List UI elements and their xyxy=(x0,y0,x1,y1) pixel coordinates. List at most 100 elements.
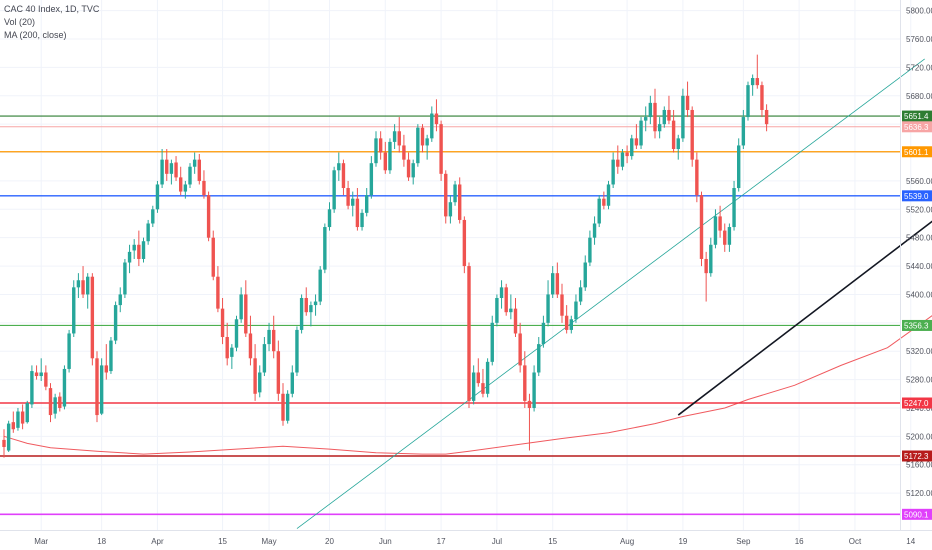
candle[interactable] xyxy=(564,305,569,334)
candle[interactable] xyxy=(657,117,662,139)
candle[interactable] xyxy=(262,337,267,377)
candle[interactable] xyxy=(253,344,257,401)
candle[interactable] xyxy=(737,138,741,192)
candle[interactable] xyxy=(727,223,732,252)
candle[interactable] xyxy=(25,400,29,424)
candle[interactable] xyxy=(620,148,625,171)
candle[interactable] xyxy=(323,223,327,274)
candle[interactable] xyxy=(509,294,513,320)
candle[interactable] xyxy=(732,180,736,231)
candle[interactable] xyxy=(718,205,722,238)
candle[interactable] xyxy=(388,138,392,174)
candle[interactable] xyxy=(639,117,643,149)
candle[interactable] xyxy=(160,148,164,189)
candle[interactable] xyxy=(192,152,197,174)
candle[interactable] xyxy=(202,170,206,199)
candle[interactable] xyxy=(634,124,639,149)
candle[interactable] xyxy=(755,54,759,89)
candle[interactable] xyxy=(690,106,694,167)
candle[interactable] xyxy=(179,166,183,196)
candle[interactable] xyxy=(434,99,439,132)
candle[interactable] xyxy=(597,195,601,228)
candle[interactable] xyxy=(430,106,434,142)
candle[interactable] xyxy=(113,301,118,345)
candle[interactable] xyxy=(290,365,294,398)
candle[interactable] xyxy=(444,170,448,224)
candle[interactable] xyxy=(685,81,690,118)
candle[interactable] xyxy=(369,156,374,199)
candle[interactable] xyxy=(332,166,336,213)
candle[interactable] xyxy=(606,180,611,210)
candle[interactable] xyxy=(518,322,522,373)
candle[interactable] xyxy=(225,322,229,366)
candle[interactable] xyxy=(699,191,704,267)
candle[interactable] xyxy=(471,365,476,405)
candle[interactable] xyxy=(713,209,718,249)
candle[interactable] xyxy=(616,145,620,174)
candle[interactable] xyxy=(137,230,141,267)
candle[interactable] xyxy=(741,109,746,149)
candle[interactable] xyxy=(709,237,713,277)
candle[interactable] xyxy=(485,358,490,398)
candle[interactable] xyxy=(499,280,504,309)
candle[interactable] xyxy=(476,358,480,387)
candle[interactable] xyxy=(81,266,85,298)
candle[interactable] xyxy=(541,315,546,348)
candle[interactable] xyxy=(355,188,360,231)
candle[interactable] xyxy=(532,365,536,412)
candle[interactable] xyxy=(295,326,299,377)
candle[interactable] xyxy=(53,393,57,419)
candle[interactable] xyxy=(504,283,508,316)
candle[interactable] xyxy=(383,141,387,174)
candle[interactable] xyxy=(602,191,606,210)
candle[interactable] xyxy=(234,315,239,352)
candle[interactable] xyxy=(39,358,43,382)
candle[interactable] xyxy=(109,337,113,374)
candle[interactable] xyxy=(583,255,587,291)
candle[interactable] xyxy=(723,223,727,252)
candle[interactable] xyxy=(592,216,597,245)
candle[interactable] xyxy=(750,74,755,96)
candle[interactable] xyxy=(695,152,699,203)
candle[interactable] xyxy=(239,287,243,323)
candle[interactable] xyxy=(220,297,225,345)
candle[interactable] xyxy=(625,145,629,164)
candle[interactable] xyxy=(90,273,95,366)
candle[interactable] xyxy=(653,88,657,139)
candle[interactable] xyxy=(86,273,90,309)
candle[interactable] xyxy=(537,337,541,377)
candle[interactable] xyxy=(304,287,308,316)
candle[interactable] xyxy=(365,188,369,217)
candle[interactable] xyxy=(327,202,332,231)
candle[interactable] xyxy=(425,134,429,160)
candle[interactable] xyxy=(206,191,211,242)
candle[interactable] xyxy=(244,280,248,338)
candle[interactable] xyxy=(546,280,550,327)
candle[interactable] xyxy=(351,191,355,217)
volume-indicator-label[interactable]: Vol (20) xyxy=(4,17,36,27)
candle[interactable] xyxy=(760,81,764,118)
candle[interactable] xyxy=(411,159,415,185)
symbol-title[interactable]: CAC 40 Index, 1D, TVC xyxy=(4,4,100,14)
candle[interactable] xyxy=(448,195,453,224)
candle[interactable] xyxy=(341,159,346,196)
candle[interactable] xyxy=(467,262,471,408)
candle[interactable] xyxy=(183,180,188,199)
candle[interactable] xyxy=(551,266,555,298)
candle[interactable] xyxy=(99,358,104,416)
time-axis[interactable]: Mar 18 Apr 15 May 20 Jun 17 Jul 15 Aug 19 Sep 16 Oct 14… xyxy=(34,537,932,546)
candle[interactable] xyxy=(676,134,680,160)
candle[interactable] xyxy=(360,209,364,231)
candle[interactable] xyxy=(188,163,192,189)
candle[interactable] xyxy=(258,365,262,398)
candle[interactable] xyxy=(309,301,313,327)
candle[interactable] xyxy=(453,180,457,206)
candle[interactable] xyxy=(681,88,685,142)
candle[interactable] xyxy=(746,81,750,121)
candle[interactable] xyxy=(462,216,467,274)
candle[interactable] xyxy=(402,134,406,167)
candle[interactable] xyxy=(67,329,71,373)
ma-indicator-label[interactable]: MA (200, close) xyxy=(4,30,67,40)
candle[interactable] xyxy=(439,120,443,181)
